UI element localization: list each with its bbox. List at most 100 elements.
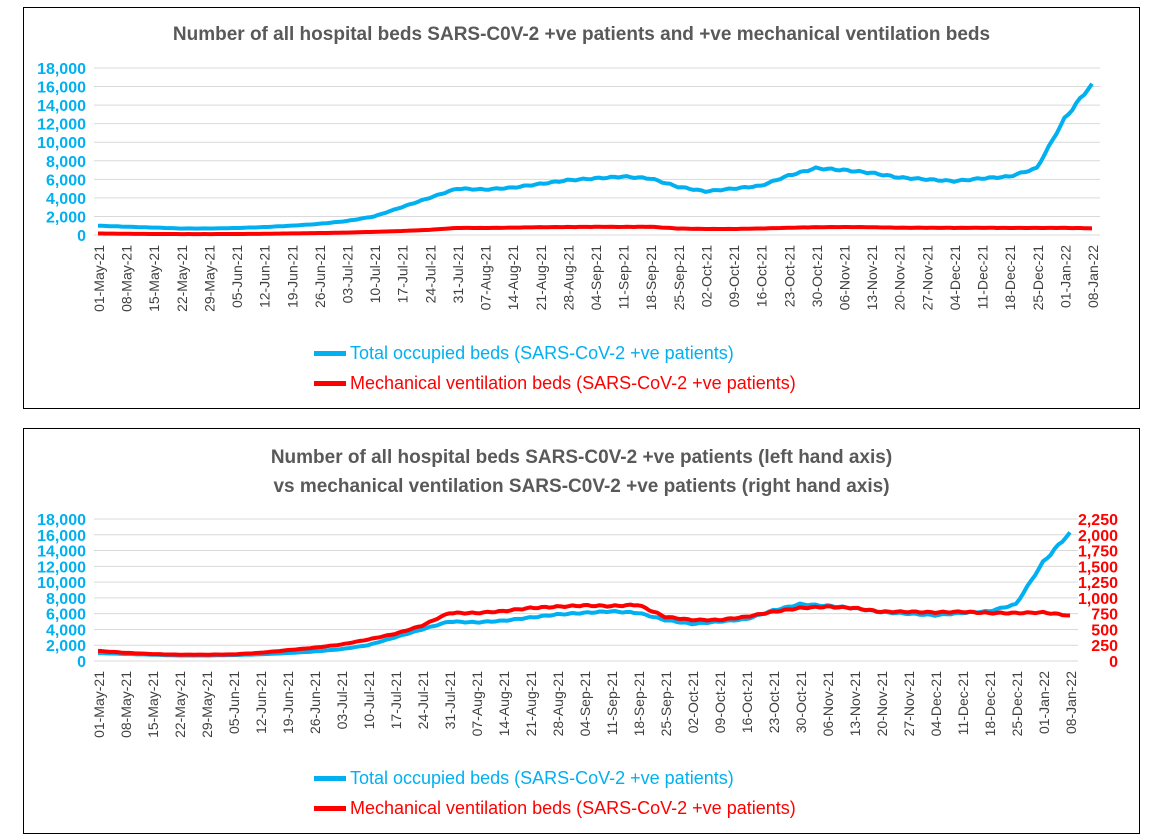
x-tick-label: 19-Jun-21: [284, 245, 300, 308]
x-tick-label: 12-Jun-21: [257, 245, 273, 308]
x-tick-label: 04-Dec-21: [947, 245, 963, 311]
legend-swatch: [314, 805, 346, 811]
x-tick-label: 01-May-21: [91, 671, 107, 738]
chart-1: Number of all hospital beds SARS-C0V-2 +…: [23, 7, 1140, 409]
x-tick-label: 19-Jun-21: [280, 671, 296, 734]
x-tick-label: 25-Dec-21: [1009, 671, 1025, 737]
x-tick-label: 03-Jul-21: [340, 245, 356, 304]
title-line: Number of all hospital beds SARS-C0V-2 +…: [270, 447, 893, 468]
y-tick-label: 16,000: [37, 528, 86, 545]
legend-swatch: [314, 350, 346, 356]
x-tick-label: 29-May-21: [199, 671, 215, 738]
x-tick-label: 17-Jul-21: [395, 245, 411, 304]
x-tick-label: 15-May-21: [146, 245, 162, 312]
x-tick-label: 13-Nov-21: [847, 671, 863, 737]
y-tick-label: 8,000: [46, 154, 86, 171]
x-tick-label: 01-Jan-22: [1057, 245, 1073, 308]
y-tick-label: 6,000: [46, 607, 86, 624]
x-tick-label: 06-Nov-21: [820, 671, 836, 737]
y-tick-label: 2,000: [46, 638, 86, 655]
x-tick-label: 28-Aug-21: [550, 671, 566, 737]
y2-tick-label: 500: [1091, 622, 1118, 639]
chart-2: Number of all hospital beds SARS-C0V-2 +…: [23, 428, 1140, 834]
x-tick-label: 11-Sep-21: [604, 671, 620, 736]
x-tick-label: 01-Jan-22: [1036, 671, 1052, 734]
x-tick-label: 11-Dec-21: [975, 245, 991, 310]
x-tick-label: 24-Jul-21: [422, 245, 438, 304]
x-tick-label: 14-Aug-21: [496, 671, 512, 737]
x-tick-label: 01-May-21: [91, 245, 107, 312]
legend-label: Mechanical ventilation beds (SARS-CoV-2 …: [350, 797, 796, 818]
y2-tick-label: 1,500: [1078, 559, 1118, 576]
x-tick-label: 22-May-21: [172, 671, 188, 738]
y2-tick-label: 1,250: [1078, 575, 1118, 592]
y-tick-label: 12,000: [37, 117, 86, 134]
x-tick-label: 04-Sep-21: [588, 245, 604, 311]
x-tick-label: 06-Nov-21: [837, 245, 853, 311]
y2-tick-label: 2,000: [1078, 528, 1118, 545]
x-tick-label: 22-May-21: [174, 245, 190, 312]
x-tick-label: 18-Dec-21: [982, 671, 998, 737]
chart-1-plot: 02,0004,0006,0008,00010,00012,00014,0001…: [37, 61, 1101, 312]
x-tick-label: 27-Nov-21: [901, 671, 917, 737]
y2-tick-label: 1,000: [1078, 591, 1118, 608]
x-tick-label: 08-May-21: [118, 671, 134, 738]
legend-label: Total occupied beds (SARS-CoV-2 +ve pati…: [350, 342, 734, 363]
x-tick-label: 08-Jan-22: [1063, 671, 1079, 734]
legend-swatch: [314, 775, 346, 781]
x-tick-label: 05-Jun-21: [226, 671, 242, 734]
y2-tick-label: 1,750: [1078, 544, 1118, 561]
y2-tick-label: 750: [1091, 607, 1118, 624]
x-tick-label: 31-Jul-21: [442, 671, 458, 730]
legend-label: Mechanical ventilation beds (SARS-CoV-2 …: [350, 372, 796, 393]
x-tick-label: 11-Sep-21: [616, 245, 632, 310]
y-tick-label: 0: [77, 654, 86, 671]
x-tick-label: 29-May-21: [201, 245, 217, 312]
y-tick-label: 16,000: [37, 80, 86, 97]
chart-2-title: Number of all hospital beds SARS-C0V-2 +…: [24, 443, 1139, 501]
x-tick-label: 10-Jul-21: [367, 245, 383, 304]
x-tick-label: 14-Aug-21: [505, 245, 521, 311]
x-tick-label: 08-May-21: [119, 245, 135, 312]
y-tick-label: 4,000: [46, 622, 86, 639]
x-tick-label: 31-Jul-21: [450, 245, 466, 304]
x-tick-label: 16-Oct-21: [739, 671, 755, 733]
x-tick-label: 21-Aug-21: [523, 671, 539, 737]
x-tick-label: 27-Nov-21: [919, 245, 935, 311]
title-line: vs mechanical ventilation SARS-C0V-2 +ve…: [273, 476, 890, 497]
legend-ventilation: Mechanical ventilation beds (SARS-CoV-2 …: [314, 368, 796, 398]
x-tick-label: 11-Dec-21: [955, 671, 971, 736]
legend-label: Total occupied beds (SARS-CoV-2 +ve pati…: [350, 767, 734, 788]
x-tick-label: 07-Aug-21: [478, 245, 494, 311]
y-tick-label: 10,000: [37, 575, 86, 592]
x-tick-label: 04-Sep-21: [577, 671, 593, 737]
x-tick-label: 25-Dec-21: [1030, 245, 1046, 311]
y-tick-label: 14,000: [37, 544, 86, 561]
x-tick-label: 13-Nov-21: [864, 245, 880, 311]
x-tick-label: 30-Oct-21: [793, 671, 809, 733]
x-tick-label: 17-Jul-21: [388, 671, 404, 730]
x-tick-label: 20-Nov-21: [892, 245, 908, 311]
x-tick-label: 04-Dec-21: [928, 671, 944, 737]
y-tick-label: 8,000: [46, 591, 86, 608]
x-tick-label: 05-Jun-21: [229, 245, 245, 308]
chart-2-plot: 02,0004,0006,0008,00010,00012,00014,0001…: [37, 512, 1118, 738]
y-tick-label: 18,000: [37, 61, 86, 78]
x-tick-label: 15-May-21: [145, 671, 161, 738]
x-tick-label: 30-Oct-21: [809, 245, 825, 307]
x-tick-label: 12-Jun-21: [253, 671, 269, 734]
y-tick-label: 4,000: [46, 191, 86, 208]
y-tick-label: 18,000: [37, 512, 86, 529]
x-tick-label: 18-Dec-21: [1002, 245, 1018, 311]
chart-1-title: Number of all hospital beds SARS-C0V-2 +…: [172, 24, 991, 45]
x-tick-label: 25-Sep-21: [658, 671, 674, 737]
x-tick-label: 25-Sep-21: [671, 245, 687, 311]
x-tick-label: 26-Jun-21: [307, 671, 323, 734]
x-tick-label: 28-Aug-21: [560, 245, 576, 311]
x-tick-label: 09-Oct-21: [726, 245, 742, 307]
x-tick-label: 03-Jul-21: [334, 671, 350, 730]
legend-ventilation: Mechanical ventilation beds (SARS-CoV-2 …: [314, 793, 796, 823]
x-tick-label: 18-Sep-21: [643, 245, 659, 311]
y2-tick-label: 2,250: [1078, 512, 1118, 529]
legend-swatch: [314, 380, 346, 386]
